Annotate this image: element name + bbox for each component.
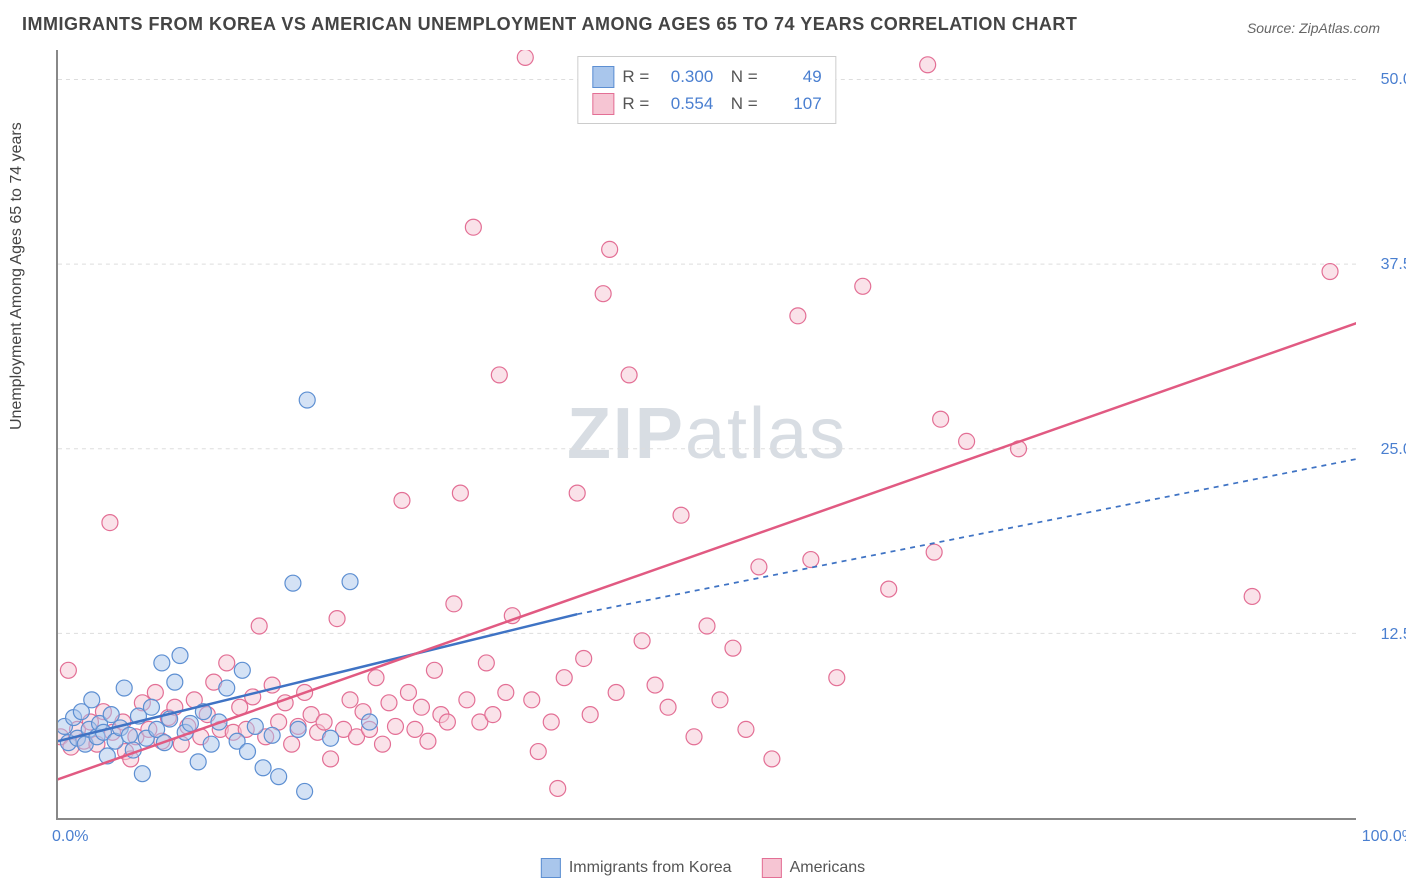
legend-row-americans: R =0.554 N =107 (592, 90, 821, 117)
swatch-korea-icon (541, 858, 561, 878)
legend-item-korea: Immigrants from Korea (541, 858, 732, 878)
y-tick-label: 25.0% (1381, 441, 1406, 459)
chart-title: IMMIGRANTS FROM KOREA VS AMERICAN UNEMPL… (22, 14, 1077, 35)
chart-svg (58, 50, 1356, 818)
swatch-korea (592, 66, 614, 88)
correlation-legend: R =0.300 N =49 R =0.554 N =107 (577, 56, 836, 124)
y-tick-label: 37.5% (1381, 256, 1406, 274)
y-axis-label: Unemployment Among Ages 65 to 74 years (8, 122, 26, 430)
y-tick-label: 50.0% (1381, 71, 1406, 89)
x-tick-max: 100.0% (1362, 828, 1406, 846)
series-legend: Immigrants from Korea Americans (541, 858, 865, 878)
legend-label: Americans (790, 859, 866, 877)
x-tick-min: 0.0% (52, 828, 88, 846)
swatch-americans-icon (762, 858, 782, 878)
swatch-americans (592, 93, 614, 115)
scatter-plot: ZIPatlas R =0.300 N =49 R =0.554 N =107 … (56, 50, 1356, 820)
legend-label: Immigrants from Korea (569, 859, 732, 877)
y-tick-label: 12.5% (1381, 626, 1406, 644)
legend-item-americans: Americans (762, 858, 866, 878)
legend-row-korea: R =0.300 N =49 (592, 63, 821, 90)
source-attribution: Source: ZipAtlas.com (1247, 20, 1380, 36)
